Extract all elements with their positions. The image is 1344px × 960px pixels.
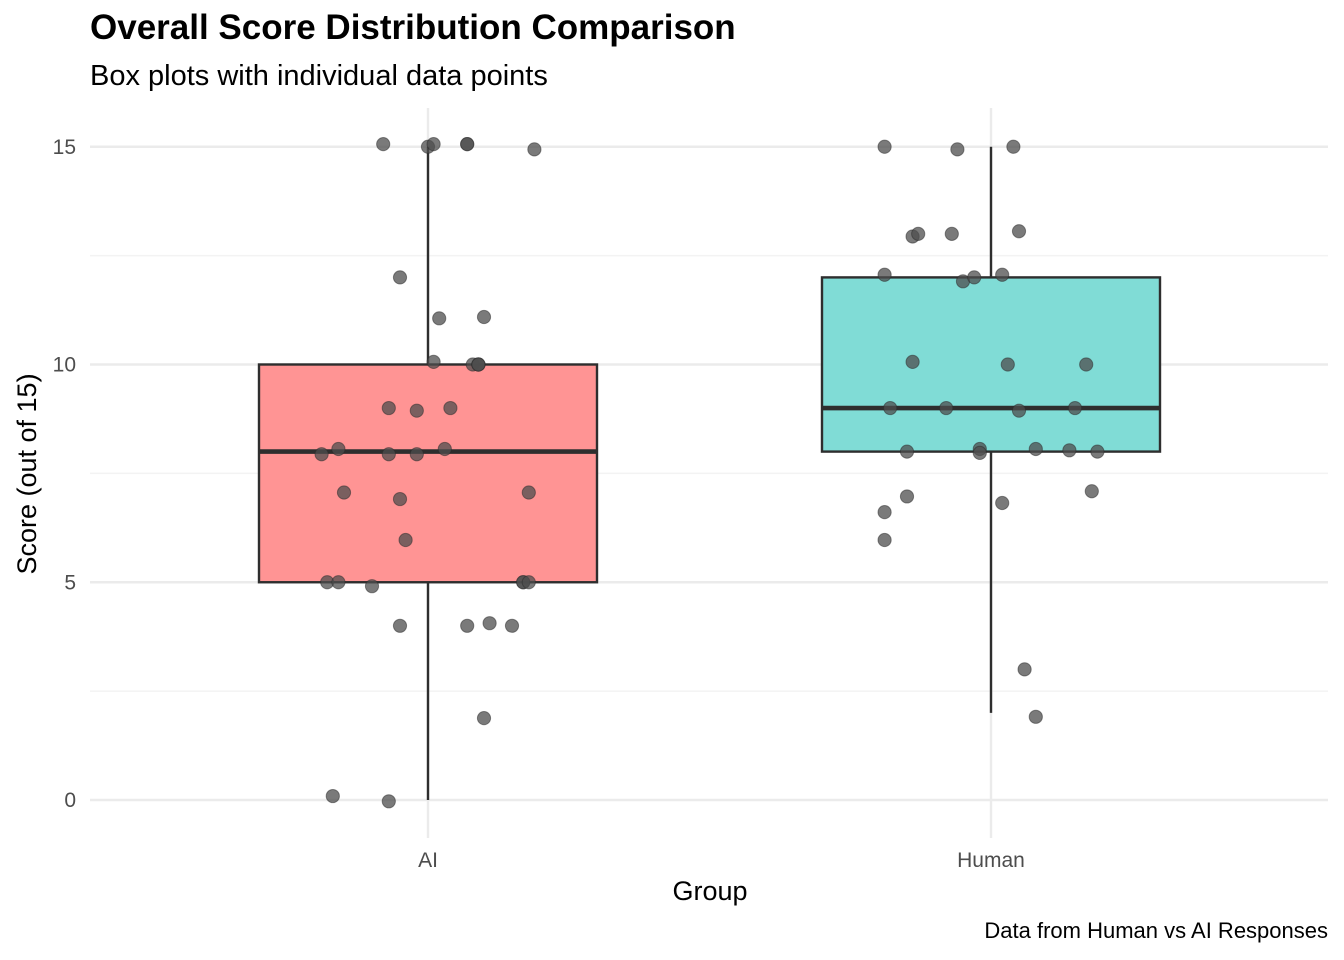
data-point: [1028, 441, 1043, 457]
data-point: [911, 226, 926, 241]
data-point: [521, 575, 536, 590]
data-point: [398, 532, 413, 548]
data-point: [1011, 224, 1027, 239]
data-point: [476, 711, 492, 726]
data-point: [1062, 443, 1077, 458]
data-point: [1000, 357, 1015, 372]
data-point: [939, 400, 954, 416]
data-point: [995, 267, 1010, 282]
y-tick-labels: 0 5 10 15: [53, 136, 76, 812]
data-point: [331, 441, 346, 457]
x-tick-label: AI: [418, 849, 438, 872]
data-point: [950, 142, 965, 157]
data-point: [883, 400, 898, 416]
data-point: [426, 137, 441, 152]
y-axis-title: Score (out of 15): [12, 373, 42, 574]
data-point: [314, 447, 329, 462]
y-tick-label: 0: [64, 789, 76, 812]
x-tick-labels: AI Human: [418, 849, 1025, 872]
y-tick-label: 10: [53, 354, 76, 377]
data-point: [336, 485, 352, 500]
x-tick-label: Human: [957, 849, 1025, 872]
data-point: [443, 400, 458, 416]
data-point: [1090, 444, 1105, 459]
data-point: [376, 137, 391, 152]
data-point: [1067, 400, 1083, 416]
data-point: [426, 354, 441, 369]
box-iqr: [257, 363, 599, 584]
data-point: [392, 618, 408, 633]
chart-subtitle: Box plots with individual data points: [90, 60, 548, 92]
data-point: [460, 137, 475, 152]
data-point: [432, 311, 447, 326]
chart-title: Overall Score Distribution Comparison: [90, 8, 736, 47]
data-point: [325, 788, 340, 804]
box-human: [820, 146, 1162, 713]
data-point: [476, 309, 492, 325]
data-point: [877, 505, 892, 520]
data-point: [967, 270, 982, 285]
box-iqr: [820, 276, 1162, 453]
boxplots: [257, 146, 1162, 800]
data-point: [504, 618, 520, 633]
data-point: [995, 495, 1010, 511]
chart-caption: Data from Human vs AI Responses: [984, 918, 1328, 943]
data-point: [521, 485, 536, 500]
data-point: [460, 618, 475, 633]
data-points: [314, 137, 1105, 809]
data-point: [409, 403, 424, 418]
data-point: [482, 616, 497, 631]
data-point: [1006, 139, 1021, 154]
data-point: [437, 441, 452, 457]
data-point: [972, 445, 987, 461]
data-point: [1017, 662, 1032, 677]
data-point: [1084, 484, 1099, 499]
data-point: [1028, 709, 1043, 724]
data-point: [1011, 403, 1027, 418]
data-point: [527, 142, 542, 157]
data-point: [899, 444, 915, 459]
data-point: [905, 354, 920, 369]
data-point: [471, 357, 486, 372]
data-point: [877, 532, 892, 548]
x-axis-title: Group: [672, 876, 747, 906]
data-point: [877, 139, 892, 154]
data-point: [392, 270, 408, 285]
data-point: [409, 447, 424, 462]
data-point: [381, 400, 396, 416]
y-tick-label: 15: [53, 136, 76, 159]
y-tick-label: 5: [64, 571, 76, 594]
data-point: [381, 794, 396, 809]
data-point: [392, 491, 408, 507]
data-point: [877, 267, 892, 282]
box-ai: [257, 146, 599, 800]
data-point: [381, 447, 396, 462]
data-point: [899, 489, 915, 504]
data-point: [331, 575, 346, 590]
data-point: [944, 226, 959, 241]
data-point: [1079, 357, 1094, 372]
data-point: [364, 579, 380, 594]
